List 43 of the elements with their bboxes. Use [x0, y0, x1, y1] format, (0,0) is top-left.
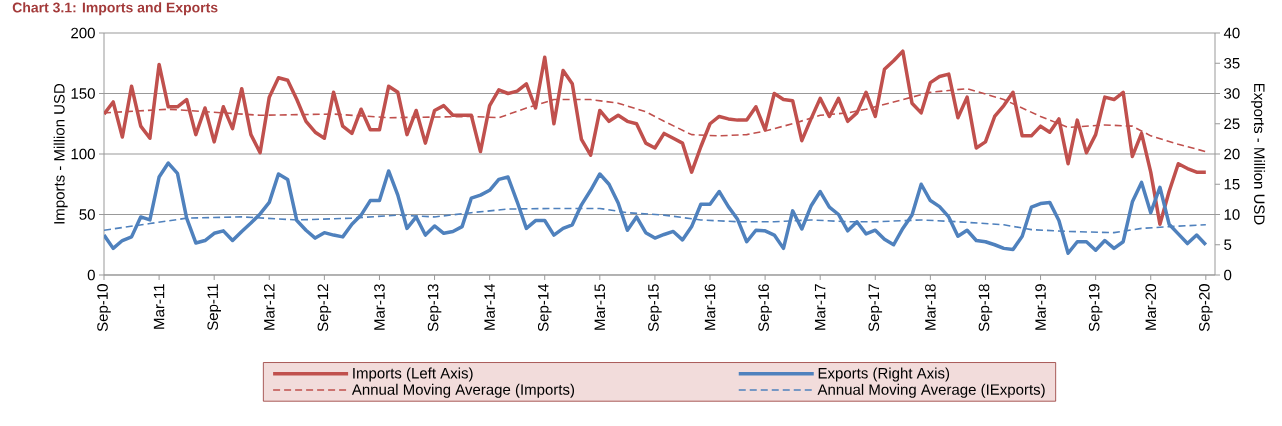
y-axis-title: Imports - Million USD	[53, 83, 68, 224]
x-tick-label: Sep-17	[868, 284, 883, 332]
x-tick-label: Mar-11	[153, 284, 165, 329]
x-tick-label: Mar-17	[814, 284, 826, 330]
y-tick-label: 150	[71, 88, 95, 99]
x-tick-label: Sep-16	[758, 284, 772, 332]
line-series	[104, 161, 1208, 255]
x-tick-label: Sep-19	[1088, 284, 1103, 332]
y-tick-label: 50	[79, 209, 95, 220]
x-tick-label: Mar-16	[704, 284, 716, 330]
y-tick-label: 100	[71, 148, 95, 160]
x-tick-label: Sep-15	[648, 284, 662, 332]
legend-label: Annual Moving Average (IExports)	[817, 383, 1045, 398]
y2-tick-label: 30	[1224, 88, 1240, 99]
y2-tick-label: 0	[1224, 269, 1232, 281]
y2-tick-label: 5	[1224, 239, 1232, 250]
x-tick-label: Sep-12	[317, 284, 332, 332]
x-tick-label: Sep-13	[427, 284, 442, 332]
y2-tick-label: 40	[1223, 27, 1240, 39]
x-tick-label: Sep-20	[1199, 284, 1213, 332]
legend-label: Imports (Left Axis)	[353, 367, 473, 382]
x-tick-label: Mar-20	[1145, 284, 1157, 330]
y2-tick-label: 20	[1224, 148, 1240, 160]
y2-tick-label: 15	[1224, 179, 1240, 190]
legend-label: Annual Moving Average (Imports)	[351, 383, 575, 398]
x-tick-label: Mar-19	[1035, 284, 1046, 330]
x-tick-label: Mar-14	[484, 283, 495, 330]
legend-label: Exports (Right Axis)	[818, 367, 950, 382]
y2-tick-label: 35	[1224, 57, 1240, 69]
y-tick-label: 200	[71, 27, 95, 39]
chart-title: Chart 3.1: Imports and Exports	[12, 2, 218, 16]
x-tick-label: Sep-18	[978, 284, 993, 332]
x-tick-label: Sep-11	[207, 284, 221, 331]
x-tick-label: Mar-12	[263, 284, 275, 330]
x-tick-label: Sep-10	[97, 284, 111, 332]
y-tick-label: 0	[87, 269, 95, 281]
y2-tick-label: 25	[1224, 118, 1240, 130]
y2-axis-title: Exports - Million USD	[1251, 83, 1266, 225]
y2-tick-label: 10	[1224, 209, 1240, 220]
x-tick-label: Mar-18	[925, 284, 936, 330]
x-tick-label: Sep-14	[537, 283, 552, 332]
x-tick-label: Mar-15	[594, 284, 606, 330]
x-tick-label: Mar-13	[374, 284, 385, 330]
